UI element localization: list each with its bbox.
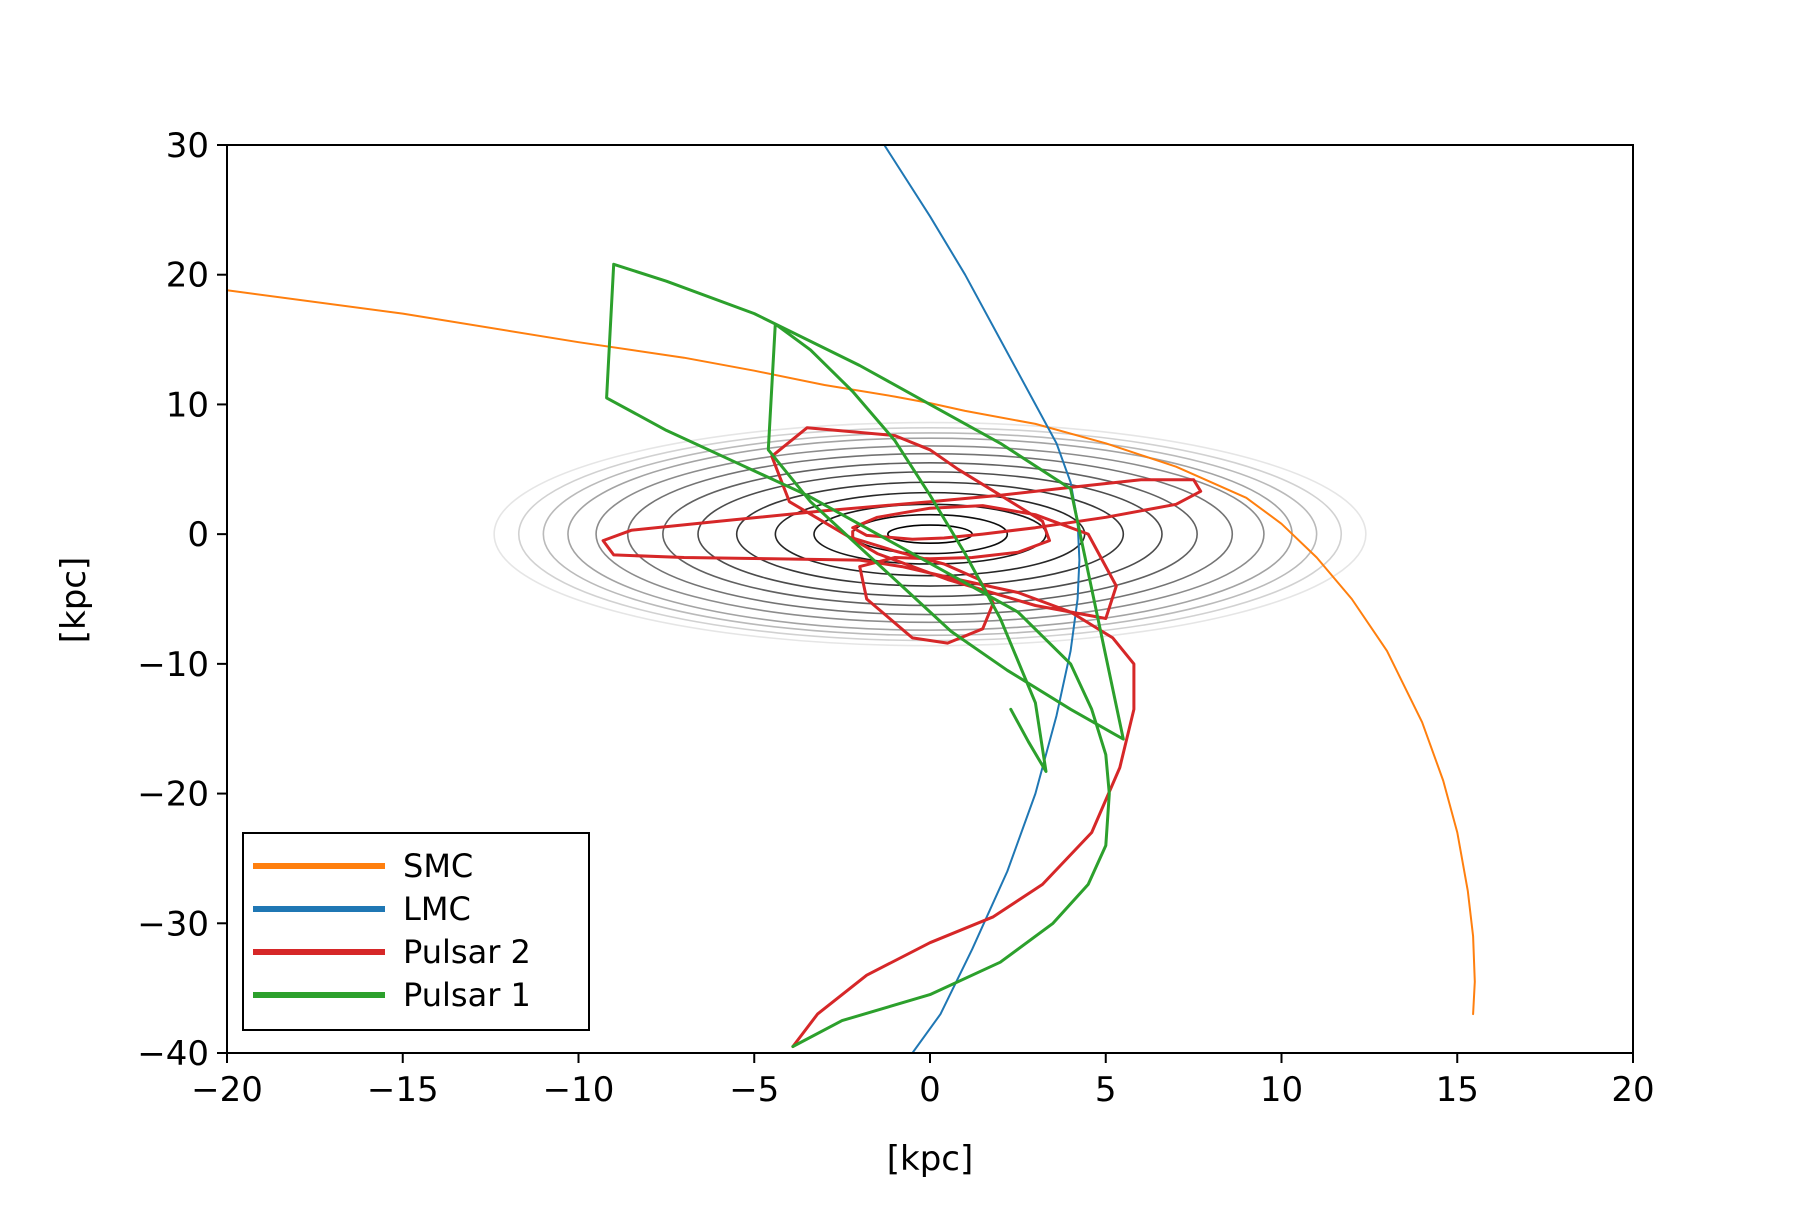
x-tick-label: 10 xyxy=(1260,1070,1303,1110)
y-tick-label: 30 xyxy=(166,126,209,166)
series-line-smc xyxy=(227,289,1476,1016)
x-tick-label: 20 xyxy=(1611,1070,1654,1110)
contour-ring xyxy=(542,432,1318,637)
x-tick-label: −20 xyxy=(191,1070,263,1110)
legend-label: SMC xyxy=(403,847,473,885)
y-tick-label: −20 xyxy=(137,775,209,815)
y-tick-label: −40 xyxy=(137,1034,209,1074)
legend-label: LMC xyxy=(403,890,471,928)
contour-ring xyxy=(735,481,1125,587)
x-tick-label: 0 xyxy=(919,1070,941,1110)
x-tick-label: 5 xyxy=(1095,1070,1117,1110)
x-tick-label: −5 xyxy=(729,1070,779,1110)
contour-ring xyxy=(626,452,1234,616)
y-tick-label: 10 xyxy=(166,385,209,425)
y-tick-label: 20 xyxy=(166,256,209,296)
contour-ring xyxy=(697,471,1163,598)
y-axis-label: [kpc] xyxy=(54,557,94,644)
x-tick-label: 15 xyxy=(1436,1070,1479,1110)
contour-ring xyxy=(493,421,1367,647)
contour-ring xyxy=(662,462,1198,607)
x-tick-label: −15 xyxy=(367,1070,439,1110)
legend-label: Pulsar 1 xyxy=(403,976,531,1014)
x-axis-label: [kpc] xyxy=(887,1139,974,1179)
orbit-series xyxy=(227,145,1476,1053)
contour-ring xyxy=(595,445,1265,624)
series-line-pulsar-1 xyxy=(605,262,1125,1048)
x-axis-ticks: −20 −15 −10 −5 0 5 10 15 20 xyxy=(191,1053,1655,1110)
y-tick-label: 0 xyxy=(187,515,209,555)
y-axis-ticks: −40 −30 −20 −10 0 10 20 30 xyxy=(137,126,227,1074)
y-tick-label: −30 xyxy=(137,904,209,944)
x-tick-label: −10 xyxy=(543,1070,615,1110)
series-line-lmc xyxy=(883,145,1081,1053)
legend-label: Pulsar 2 xyxy=(403,933,531,971)
density-contours xyxy=(493,421,1367,647)
legend: SMC LMC Pulsar 2 Pulsar 1 xyxy=(242,832,590,1031)
y-tick-label: −10 xyxy=(137,645,209,685)
